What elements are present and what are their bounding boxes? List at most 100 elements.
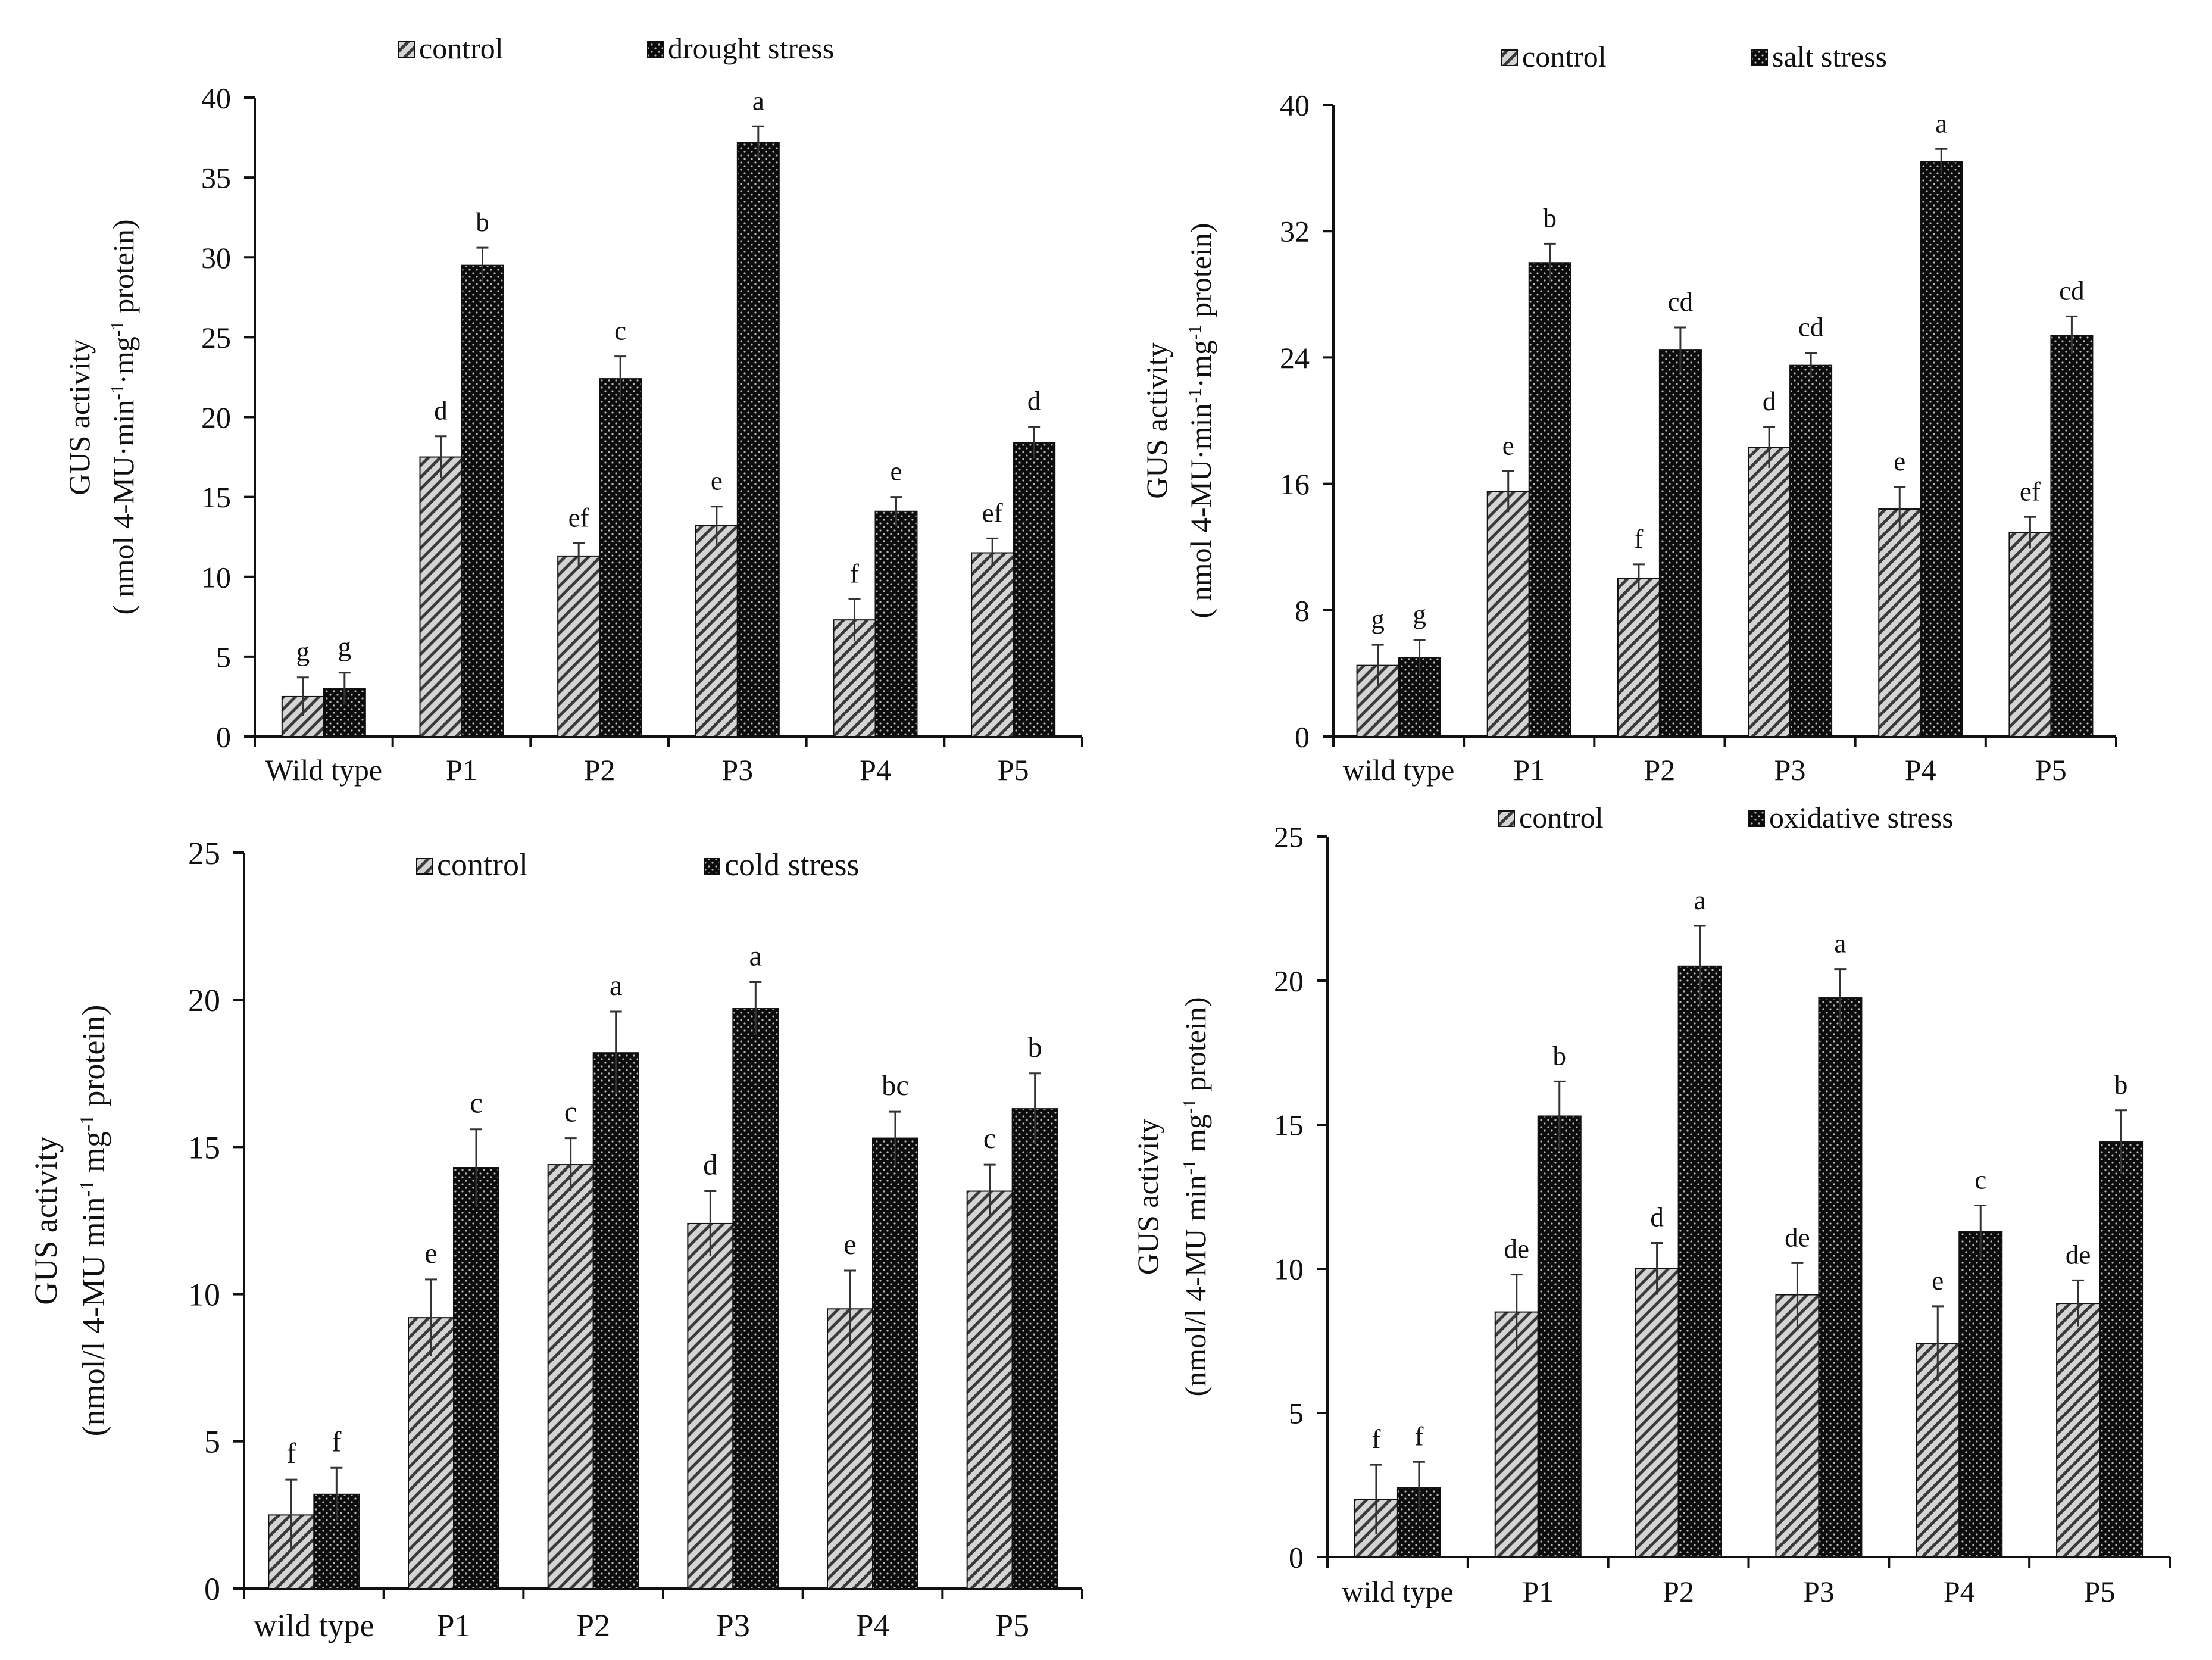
significance-letter: g [338, 632, 352, 662]
bar-control [547, 1164, 594, 1589]
significance-letter: de [2066, 1240, 2091, 1269]
significance-letter: g [1371, 604, 1385, 634]
bar-control [966, 1190, 1013, 1590]
bar-stress [599, 378, 642, 737]
significance-letter: f [286, 1437, 296, 1469]
significance-letter: ef [982, 498, 1003, 528]
bar-control [1617, 578, 1660, 737]
significance-letter: b [1553, 1041, 1567, 1071]
significance-letter: d [1650, 1202, 1664, 1232]
x-tick-label: P1 [1513, 753, 1545, 787]
legend-label: cold stress [724, 847, 859, 882]
significance-letter: f [1414, 1421, 1423, 1451]
x-tick-label: P2 [1644, 753, 1676, 787]
bar-stress [874, 510, 918, 738]
y-tick-label: 8 [1295, 594, 1310, 627]
significance-letter: cd [1798, 312, 1823, 342]
significance-letter: ef [2020, 476, 2041, 506]
significance-letter: g [296, 637, 310, 667]
bar-stress [592, 1052, 639, 1589]
legend-swatch [416, 858, 433, 875]
bar-stress [453, 1167, 499, 1590]
y-axis-label-line1: GUS activity [63, 339, 96, 495]
significance-letter: f [850, 558, 859, 588]
x-tick-label: P5 [995, 1608, 1029, 1643]
x-tick-label: wild type [1342, 1575, 1453, 1608]
bar-stress [1920, 161, 1963, 737]
y-axis-label-line1: GUS activity [28, 1136, 64, 1305]
significance-letter: e [843, 1228, 857, 1260]
y-tick-label: 15 [201, 480, 231, 514]
significance-letter: b [476, 207, 489, 237]
bar-control [1635, 1268, 1679, 1558]
bar-stress [736, 142, 780, 738]
significance-letter: c [983, 1122, 996, 1154]
y-tick-label: 16 [1280, 467, 1310, 501]
x-tick-label: P3 [721, 753, 753, 787]
y-axis-label-line2: (nmol/l 4-MU min-1 mg-1 protein) [76, 1005, 111, 1437]
legend-label: control [437, 847, 528, 882]
significance-letter: ef [568, 503, 589, 532]
x-tick-label: P4 [1944, 1575, 1975, 1608]
legend-label: control [1522, 40, 1607, 73]
y-tick-label: 0 [1289, 1541, 1304, 1574]
legend-swatch [1501, 49, 1518, 66]
x-tick-label: P4 [1905, 753, 1936, 787]
y-tick-label: 5 [1289, 1397, 1304, 1430]
significance-letter: a [1694, 885, 1706, 915]
x-tick-label: P4 [855, 1608, 889, 1643]
y-axis-label-line1: GUS activity [1131, 1119, 1164, 1275]
bar-control [1486, 491, 1530, 737]
x-tick-label: wild type [1343, 753, 1454, 787]
chart-panel-bottom-left: 0 5 10 15 20 25 wild type P1 P2 P3 P4 P5 f e c d e c f c a a b… [28, 835, 1083, 1643]
legend-swatch [647, 41, 664, 58]
significance-letter: cd [2059, 276, 2084, 305]
y-axis-label: GUS activity ( nmol 4-MU·min-1·mg-1 prote… [63, 219, 140, 614]
x-tick-label: P1 [446, 753, 477, 787]
bar-control [2056, 1303, 2101, 1558]
y-axis-label: GUS activity ( nmol 4-MU·min-1·mg-1 prote… [1140, 223, 1217, 618]
y-tick-label: 0 [1295, 720, 1310, 754]
significance-letter: e [424, 1237, 438, 1269]
bar-control [419, 456, 463, 737]
significance-letter: a [749, 940, 763, 972]
significance-letter: b [1028, 1031, 1042, 1063]
bar-stress [1011, 1108, 1058, 1590]
legend-label: oxidative stress [1769, 801, 1954, 834]
bar-stress [1677, 965, 1722, 1558]
bar-stress [1789, 364, 1833, 737]
y-tick-label: 25 [188, 835, 220, 871]
significance-letter: e [1502, 430, 1514, 460]
y-axis-label-line1: GUS activity [1140, 342, 1173, 498]
bar-stress [872, 1137, 918, 1589]
bar-stress [1818, 997, 1863, 1558]
significance-letter: d [703, 1149, 717, 1181]
significance-letter: d [1027, 386, 1041, 416]
significance-letter: a [752, 86, 764, 116]
bar-control [971, 552, 1014, 737]
significance-letter: e [891, 457, 902, 486]
y-tick-label: 25 [201, 321, 231, 354]
significance-letter: de [1504, 1234, 1529, 1264]
y-tick-label: 25 [1274, 820, 1304, 854]
bar-stress [461, 264, 504, 738]
significance-letter: f [332, 1425, 342, 1458]
y-axis-label-line2: (nmol/l 4-MU min-1 mg-1 protein) [1179, 997, 1213, 1396]
legend-swatch [1751, 49, 1768, 66]
significance-letter: c [470, 1087, 483, 1119]
bar-stress [1658, 349, 1702, 737]
significance-letter: e [1932, 1266, 1944, 1296]
bar-control [557, 555, 601, 737]
bar-stress [732, 1008, 779, 1589]
x-tick-label: P2 [584, 753, 616, 787]
y-tick-label: 10 [188, 1277, 220, 1313]
significance-letter: c [564, 1096, 577, 1128]
significance-letter: a [1834, 929, 1846, 959]
y-tick-label: 24 [1280, 341, 1310, 375]
y-tick-label: 5 [216, 640, 231, 673]
y-tick-label: 15 [1274, 1109, 1304, 1142]
significance-letter: bc [882, 1069, 909, 1102]
x-tick-label: P2 [576, 1608, 610, 1643]
